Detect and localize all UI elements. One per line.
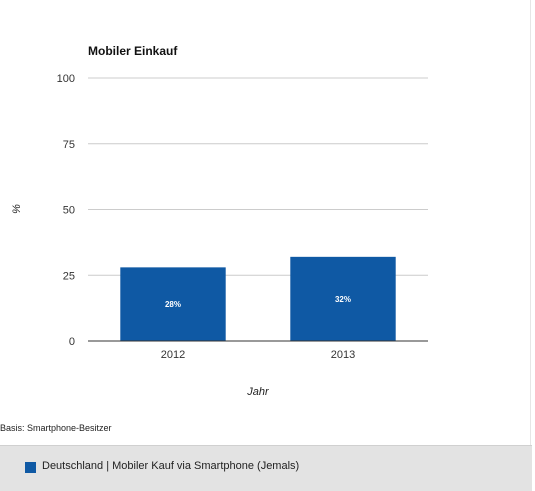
y-tick-label: 100 xyxy=(57,73,75,85)
legend: Deutschland | Mobiler Kauf via Smartphon… xyxy=(0,445,532,491)
y-axis-label: % xyxy=(11,204,23,214)
bar xyxy=(120,267,226,341)
x-tick-labels: 2012 2013 xyxy=(161,349,355,361)
y-tick-label: 25 xyxy=(63,270,75,282)
bar-data-label: 28% xyxy=(165,300,181,309)
x-axis-label: Jahr xyxy=(246,386,270,398)
bars: 28% 32% xyxy=(120,256,396,341)
bar-data-label: 32% xyxy=(335,295,351,304)
basis-footnote: Basis: Smartphone-Besitzer xyxy=(0,423,112,433)
y-tick-label: 0 xyxy=(69,336,75,348)
x-tick-label: 2012 xyxy=(161,349,185,361)
legend-swatch xyxy=(25,462,36,473)
gridlines xyxy=(88,77,428,276)
y-tick-labels: 0 25 50 75 100 xyxy=(57,73,75,348)
legend-label: Deutschland | Mobiler Kauf via Smartphon… xyxy=(42,460,300,472)
chart-right-border xyxy=(530,0,531,445)
x-tick-label: 2013 xyxy=(331,349,355,361)
chart-title: Mobiler Einkauf xyxy=(88,44,178,58)
y-tick-label: 50 xyxy=(63,205,75,217)
y-tick-label: 75 xyxy=(63,139,75,151)
bar xyxy=(290,256,396,341)
